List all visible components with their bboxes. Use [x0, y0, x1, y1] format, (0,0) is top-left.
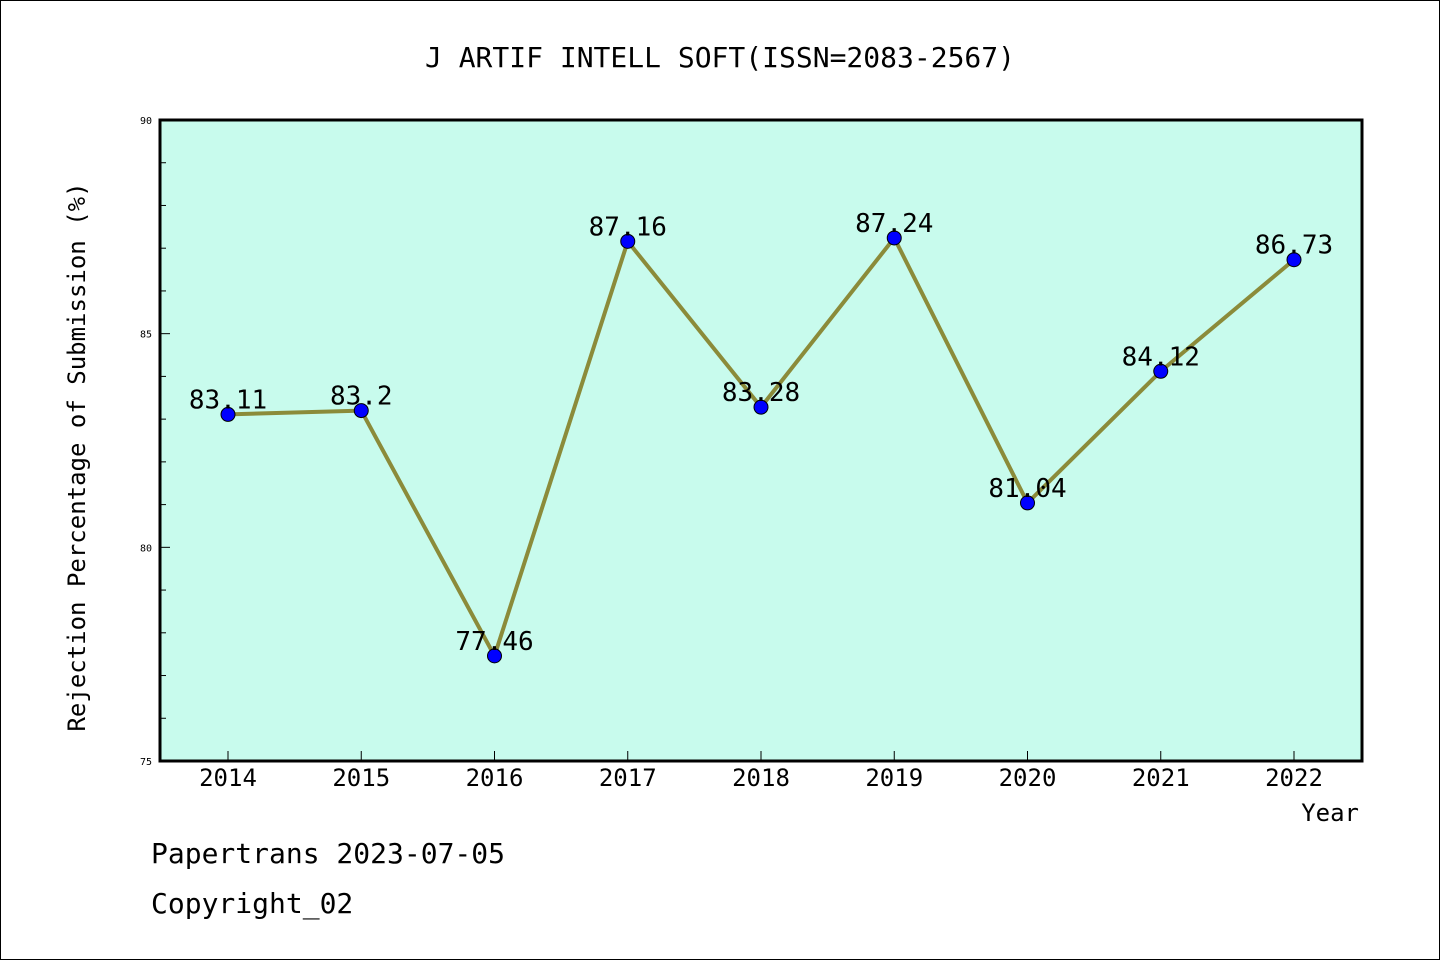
footer-date: Papertrans 2023-07-05 [151, 837, 506, 870]
x-tick-label: 2015 [332, 764, 390, 792]
data-point [353, 403, 369, 419]
data-label: 83.11 [189, 385, 267, 415]
x-tick-label: 2017 [599, 764, 657, 792]
chart-title: J ARTIF INTELL SOFT(ISSN=2083-2567) [425, 41, 1015, 74]
x-axis-tick-labels: 2014 2015 2016 2017 2018 2019 2020 2021 2022 [199, 764, 1323, 792]
data-point [886, 230, 902, 246]
data-label: 84.12 [1122, 342, 1200, 372]
x-tick-label: 2022 [1265, 764, 1323, 792]
y-tick-label: 90 [140, 116, 152, 127]
data-series [220, 230, 1302, 664]
plot-area [158, 118, 1364, 763]
data-label: 87.24 [855, 209, 933, 239]
data-point [220, 406, 236, 422]
x-tick-label: 2021 [1132, 764, 1190, 792]
y-tick-label: 85 [140, 330, 152, 341]
x-tick-label: 2018 [732, 764, 790, 792]
data-point [1286, 252, 1302, 268]
data-labels: 83.11 83.2 77.46 87.16 83.28 87.24 81.04 84.12 8… [189, 209, 1333, 657]
y-tick-label: 75 [140, 757, 152, 768]
x-tick-label: 2014 [199, 764, 257, 792]
y-tick-label: 80 [140, 543, 152, 554]
axis-ticks [160, 119, 1295, 762]
data-label: 81.04 [988, 474, 1066, 504]
x-axis-label: Year [1301, 799, 1359, 827]
data-point [487, 648, 502, 664]
x-tick-label: 2020 [999, 764, 1057, 792]
footer-copyright: Copyright_02 [151, 887, 354, 920]
data-label: 83.28 [722, 378, 800, 408]
data-point [620, 233, 636, 249]
data-point [753, 399, 769, 415]
x-tick-label: 2016 [466, 764, 524, 792]
x-tick-label: 2019 [865, 764, 923, 792]
data-label: 86.73 [1255, 231, 1333, 261]
y-axis-label: Rejection Percentage of Submission (%) [63, 182, 91, 731]
data-point [1153, 363, 1169, 379]
data-label: 87.16 [589, 212, 667, 242]
y-axis-tick-labels: 75 80 85 90 [140, 116, 152, 768]
data-label: 77.46 [455, 627, 533, 657]
data-label: 83.2 [330, 382, 393, 412]
data-point [1020, 495, 1035, 511]
